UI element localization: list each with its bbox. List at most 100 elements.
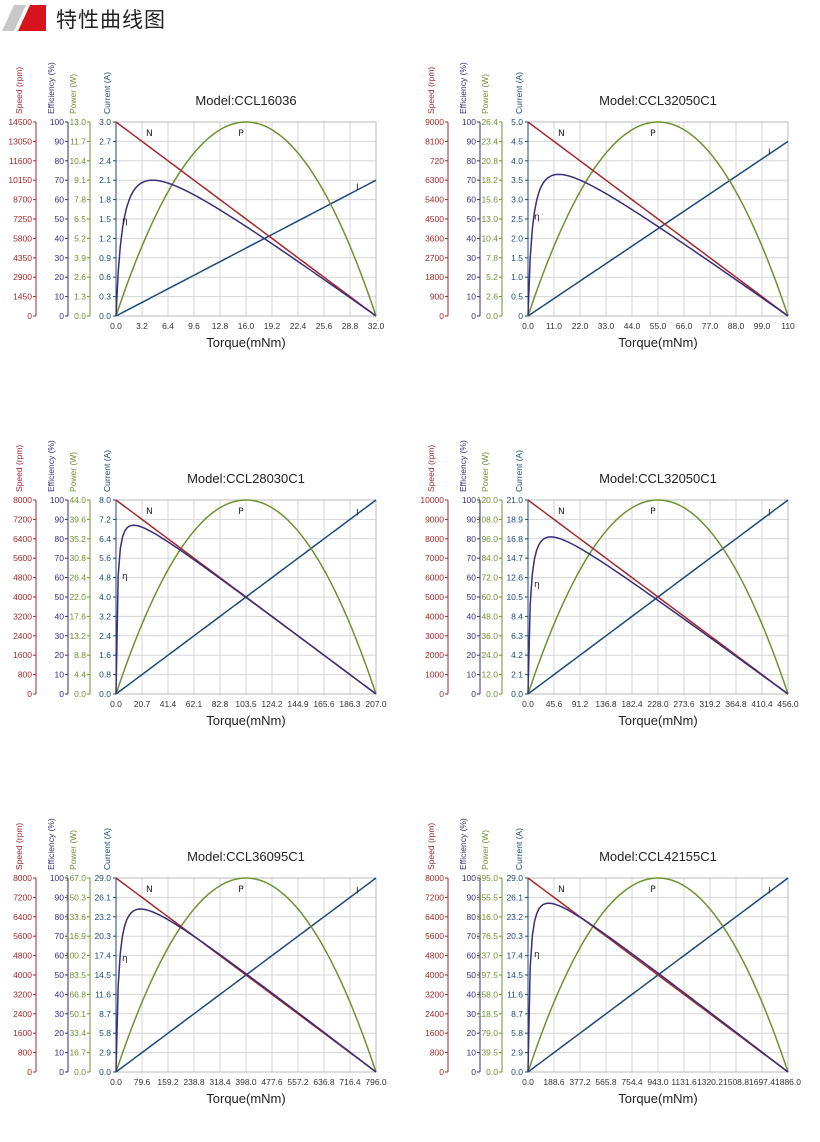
speed-tick-label: 5600 [13,931,32,941]
power-tick-label: 0.0 [74,689,86,699]
speed-axis-title: Speed (rpm) [14,823,24,870]
speed-tick-label: 1600 [425,1028,444,1038]
power-tick-label: 17.6 [69,611,86,621]
efficiency-tick-label: 30 [55,1009,65,1019]
current-tick-label: 2.1 [511,670,523,680]
efficiency-tick-label: 100 [50,117,64,127]
power-tick-label: 8.8 [74,650,86,660]
efficiency-series-label: η [534,950,540,960]
power-tick-label: 116.9 [65,931,86,941]
speed-axis: 8000720064005600480040003200240016008000… [13,823,37,1077]
power-tick-label: 12.0 [481,670,498,680]
power-tick-label: 3.9 [74,253,86,263]
speed-tick-label: 3200 [13,989,32,999]
x-tick-label: 62.1 [186,699,203,709]
power-tick-label: 0.0 [486,1067,498,1077]
x-tick-label: 1320.2 [697,1077,723,1087]
power-tick-label: 48.0 [481,611,498,621]
current-series-label: I [356,508,359,518]
x-tick-label: 0.0 [110,321,122,331]
power-tick-label: 237.0 [477,951,499,961]
speed-tick-label: 5600 [425,931,444,941]
x-tick-label: 33.0 [598,321,615,331]
efficiency-tick-label: 80 [55,534,65,544]
power-tick-label: 33.4 [69,1028,86,1038]
power-tick-label: 84.0 [481,553,498,563]
x-tick-label: 565.8 [595,1077,617,1087]
power-series-label: P [238,129,244,139]
speed-tick-label: 7200 [425,892,444,902]
current-tick-label: 26.1 [94,892,111,902]
power-series-label: P [650,129,656,139]
x-tick-label: 1886.0 [775,1077,801,1087]
page-title: 特性曲线图 [56,8,166,32]
efficiency-tick-label: 50 [467,970,477,980]
efficiency-tick-label: 100 [462,873,476,883]
current-tick-label: 21.0 [506,495,523,505]
speed-tick-label: 8000 [13,873,32,883]
speed-tick-label: 5400 [425,195,444,205]
speed-tick-label: 4500 [425,214,444,224]
efficiency-tick-label: 0 [471,311,476,321]
power-tick-label: 18.2 [481,175,498,185]
current-line [527,140,789,317]
speed-axis: 1000090008000700060005000400030002000100… [420,445,449,699]
efficiency-axis-title: Efficiency (%) [46,818,56,870]
efficiency-tick-label: 60 [467,195,477,205]
current-series-label: I [768,886,771,896]
efficiency-tick-label: 80 [467,912,477,922]
current-tick-label: 17.4 [94,951,111,961]
speed-tick-label: 0 [439,1067,444,1077]
current-tick-label: 2.4 [99,156,111,166]
efficiency-tick-label: 20 [55,650,65,660]
current-tick-label: 20.3 [506,931,523,941]
power-tick-label: 9.1 [74,175,86,185]
current-axis: 29.0 26.1 23.2 20.3 17.4 14.5 11.6 8.7 5.8 2.9 0.0… [506,828,529,1077]
x-axis: 0.0 20.7 41.4 62.1 82.8 103.5 124.2 144.9 165.6 1… [110,699,387,728]
power-tick-label: 120.0 [477,495,499,505]
x-tick-label: 228.0 [647,699,669,709]
x-axis-title: Torque(mNm) [618,335,697,350]
x-tick-label: 207.0 [365,699,387,709]
x-tick-label: 28.8 [342,321,359,331]
efficiency-line [527,902,789,1073]
speed-tick-label: 8000 [13,495,32,505]
speed-line [527,121,789,317]
current-tick-label: 0.6 [99,272,111,282]
efficiency-tick-label: 20 [467,650,477,660]
speed-tick-label: 1600 [13,650,32,660]
current-axis: 3.0 2.7 2.4 2.1 1.8 1.5 1.2 0.9 0.6 0.3 0.0 Current… [99,72,117,321]
efficiency-tick-label: 10 [55,670,65,680]
efficiency-tick-label: 30 [467,253,477,263]
power-axis: 13.0 11.7 10.4 9.1 7.8 6.5 5.2 3.9 2.6 1.3 0.0 Powe… [68,74,91,321]
speed-tick-label: 11600 [9,156,32,166]
power-line [527,499,789,695]
power-line [527,877,789,1073]
efficiency-tick-label: 80 [55,912,65,922]
x-tick-label: 9.6 [188,321,200,331]
current-tick-label: 7.2 [99,514,111,524]
current-tick-label: 8.4 [511,611,523,621]
speed-axis-title: Speed (rpm) [426,67,436,114]
x-tick-label: 186.3 [339,699,361,709]
current-tick-label: 18.9 [506,514,523,524]
power-tick-label: 83.5 [69,970,86,980]
current-tick-label: 8.7 [99,1009,111,1019]
x-tick-label: 1508.8 [723,1077,749,1087]
current-tick-label: 5.6 [99,553,111,563]
speed-series-label: N [146,507,153,517]
efficiency-tick-label: 30 [467,1009,477,1019]
current-tick-label: 2.1 [99,175,111,185]
power-tick-label: 39.5 [481,1048,498,1058]
current-tick-label: 2.9 [511,1048,523,1058]
x-tick-label: 3.2 [136,321,148,331]
speed-tick-label: 0 [439,689,444,699]
power-axis-title: Power (W) [68,74,78,114]
efficiency-axis-title: Efficiency (%) [458,818,468,870]
efficiency-tick-label: 50 [467,592,477,602]
x-tick-label: 796.0 [365,1077,387,1087]
chart-svg: Model:CCL1603614500130501160010150870072… [8,62,384,350]
efficiency-tick-label: 30 [467,631,477,641]
current-tick-label: 2.9 [99,1048,111,1058]
x-axis: 0.0 188.6 377.2 565.8 754.4 943.0 1131.6 1320.2… [522,1077,801,1106]
